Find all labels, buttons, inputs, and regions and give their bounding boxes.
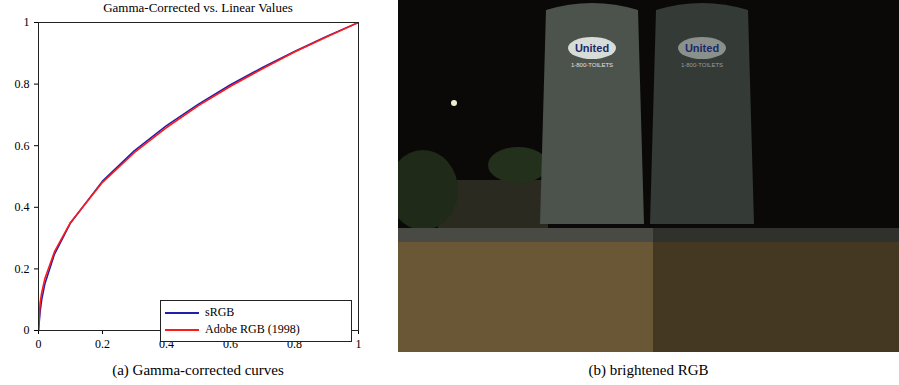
html-text:Gamma-Corrected vs. Linear Val: Gamma-Corrected vs. Linear Values [103,0,293,15]
html-text:(b) brightened RGB: (b) brightened RGB [588,362,709,378]
svg-text:0.8: 0.8 [15,77,30,91]
svg-text:0.4: 0.4 [159,337,174,351]
svg-text:1-800-TOILETS: 1-800-TOILETS [681,62,723,68]
svg-text:0: 0 [36,337,42,351]
svg-text:0.8: 0.8 [287,337,302,351]
svg-text:1: 1 [356,337,362,351]
svg-text:United: United [575,42,609,54]
svg-text:United: United [685,42,719,54]
html-text:sRGB: sRGB [205,305,235,319]
svg-text:0: 0 [24,323,30,337]
svg-text:0.6: 0.6 [223,337,238,351]
html-text:Adobe RGB (1998): Adobe RGB (1998) [205,322,300,336]
svg-text:0.6: 0.6 [15,139,30,153]
svg-text:1: 1 [24,15,30,29]
html-text:(a) Gamma-corrected curves: (a) Gamma-corrected curves [112,362,284,378]
svg-text:1-800-TOILETS: 1-800-TOILETS [571,62,613,68]
svg-text:0.2: 0.2 [95,337,110,351]
svg-text:0.2: 0.2 [15,262,30,276]
svg-text:0.4: 0.4 [15,200,30,214]
